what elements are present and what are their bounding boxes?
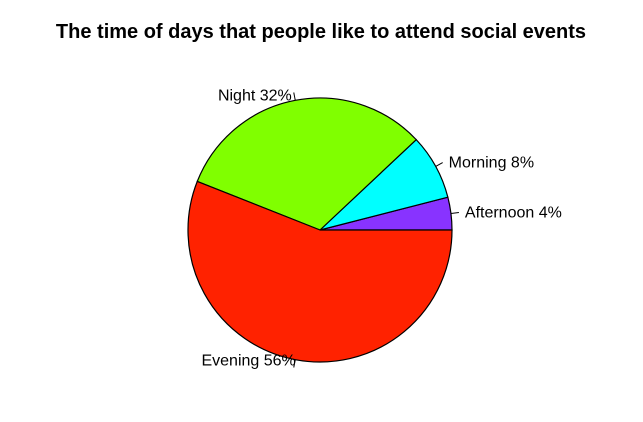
slice-label-evening: Evening 56% [201,353,295,370]
slice-label-night: Night 32% [218,87,292,104]
slice-label-afternoon: Afternoon 4% [465,204,562,221]
pie-labels: Afternoon 4% Morning 8% Night 32% Evening 5… [201,87,561,369]
leader-line-evening [293,359,296,368]
leader-line-afternoon [450,211,459,214]
pie-slice-night [196,97,418,231]
slice-label-morning: Morning 8% [449,155,534,172]
pie-slice-evening [187,180,453,363]
chart-title: The time of days that people like to att… [56,21,586,43]
pie-slices [187,97,453,363]
leader-line-morning [435,162,443,167]
leader-line-night [293,92,296,101]
